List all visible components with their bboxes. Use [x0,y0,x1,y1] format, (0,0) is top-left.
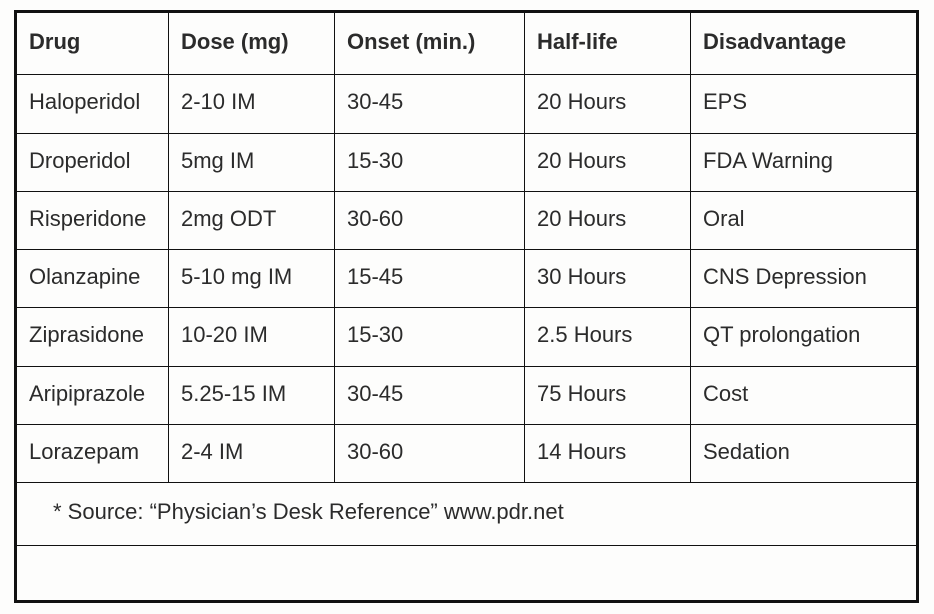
table-header-row: Drug Dose (mg) Onset (min.) Half-life Di… [16,12,918,75]
cell-halflife: 75 Hours [525,366,691,424]
cell-dose: 2-4 IM [169,425,335,483]
cell-disadvantage: CNS Depression [691,250,918,308]
cell-drug: Ziprasidone [16,308,169,366]
cell-disadvantage: Oral [691,191,918,249]
cell-dose: 2mg ODT [169,191,335,249]
col-header-halflife: Half-life [525,12,691,75]
cell-dose: 10-20 IM [169,308,335,366]
cell-disadvantage: EPS [691,75,918,133]
table-row: Risperidone 2mg ODT 30-60 20 Hours Oral [16,191,918,249]
col-header-drug: Drug [16,12,169,75]
drug-table: Drug Dose (mg) Onset (min.) Half-life Di… [14,10,919,603]
cell-drug: Risperidone [16,191,169,249]
cell-dose: 5mg IM [169,133,335,191]
cell-drug: Droperidol [16,133,169,191]
table-row: Olanzapine 5-10 mg IM 15-45 30 Hours CNS… [16,250,918,308]
cell-dose: 5.25-15 IM [169,366,335,424]
cell-drug: Olanzapine [16,250,169,308]
cell-onset: 15-45 [335,250,525,308]
cell-halflife: 20 Hours [525,191,691,249]
cell-dose: 5-10 mg IM [169,250,335,308]
cell-onset: 30-45 [335,75,525,133]
cell-dose: 2-10 IM [169,75,335,133]
cell-drug: Aripiprazole [16,366,169,424]
blank-cell [16,545,918,601]
cell-halflife: 20 Hours [525,75,691,133]
cell-halflife: 20 Hours [525,133,691,191]
cell-halflife: 14 Hours [525,425,691,483]
blank-row [16,545,918,601]
col-header-disadvantage: Disadvantage [691,12,918,75]
source-cell: * Source: “Physician’s Desk Reference” w… [16,483,918,545]
cell-halflife: 30 Hours [525,250,691,308]
table-row: Ziprasidone 10-20 IM 15-30 2.5 Hours QT … [16,308,918,366]
source-row: * Source: “Physician’s Desk Reference” w… [16,483,918,545]
col-header-dose: Dose (mg) [169,12,335,75]
cell-disadvantage: FDA Warning [691,133,918,191]
table-row: Haloperidol 2-10 IM 30-45 20 Hours EPS [16,75,918,133]
cell-drug: Haloperidol [16,75,169,133]
cell-disadvantage: Sedation [691,425,918,483]
table-row: Aripiprazole 5.25-15 IM 30-45 75 Hours C… [16,366,918,424]
table-row: Droperidol 5mg IM 15-30 20 Hours FDA War… [16,133,918,191]
cell-disadvantage: Cost [691,366,918,424]
table-row: Lorazepam 2-4 IM 30-60 14 Hours Sedation [16,425,918,483]
cell-onset: 30-60 [335,425,525,483]
cell-onset: 15-30 [335,133,525,191]
cell-drug: Lorazepam [16,425,169,483]
col-header-onset: Onset (min.) [335,12,525,75]
cell-onset: 15-30 [335,308,525,366]
cell-disadvantage: QT prolongation [691,308,918,366]
cell-onset: 30-60 [335,191,525,249]
cell-onset: 30-45 [335,366,525,424]
cell-halflife: 2.5 Hours [525,308,691,366]
